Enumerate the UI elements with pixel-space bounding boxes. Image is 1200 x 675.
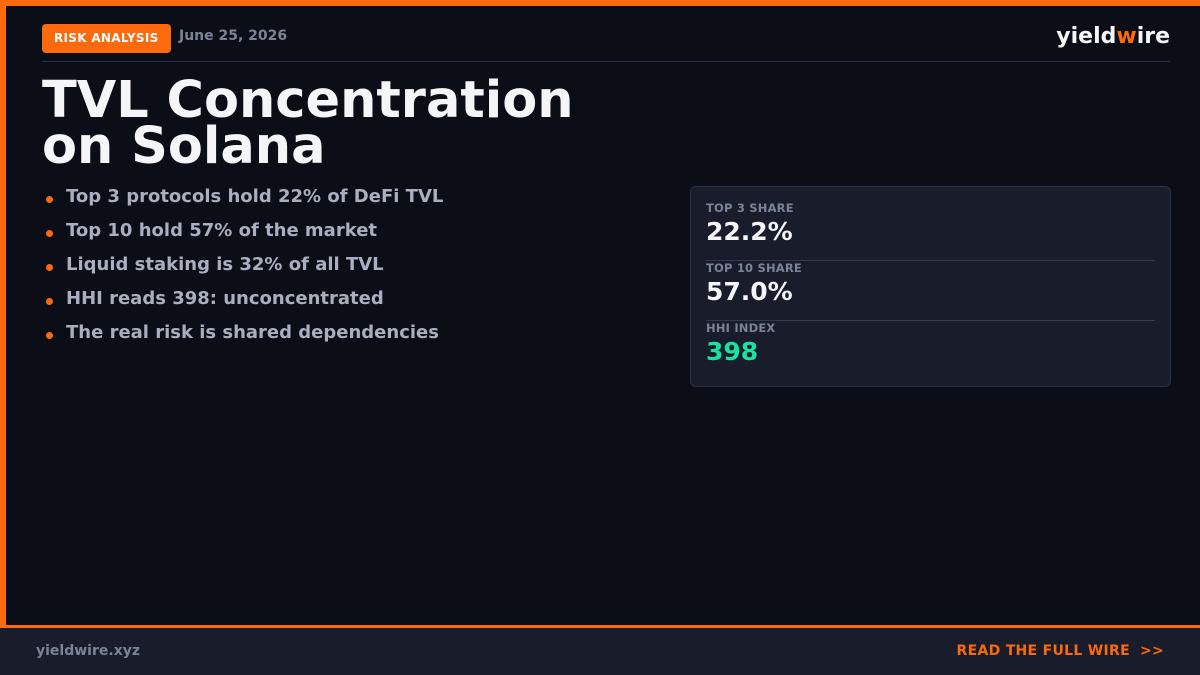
stat-label: TOP 3 SHARE (706, 201, 794, 215)
bullet-dot-icon (46, 230, 53, 237)
stat-hhi-index: HHI INDEX 398 (706, 321, 1155, 381)
stat-value: 398 (706, 337, 759, 366)
list-item-text: HHI reads 398: unconcentrated (66, 288, 384, 309)
stat-value: 22.2% (706, 217, 793, 246)
bullet-dot-icon (46, 332, 53, 339)
brand-accent: w (1116, 24, 1137, 49)
list-item-text: The real risk is shared dependencies (66, 322, 439, 343)
stat-label: HHI INDEX (706, 321, 776, 335)
stat-top10-share: TOP 10 SHARE 57.0% (706, 261, 1155, 321)
title-line-2: on Solana (42, 117, 326, 176)
list-item: HHI reads 398: unconcentrated (42, 288, 443, 322)
cta-label: READ THE FULL WIRE (956, 643, 1130, 659)
stat-label: TOP 10 SHARE (706, 261, 802, 275)
brand-logo[interactable]: yieldwire (1056, 24, 1170, 49)
page-title: TVL Concentration on Solana (42, 75, 662, 172)
stat-top3-share: TOP 3 SHARE 22.2% (706, 201, 1155, 261)
list-item-text: Top 3 protocols hold 22% of DeFi TVL (66, 186, 444, 207)
bullet-dot-icon (46, 298, 53, 305)
brand-suffix: ire (1136, 24, 1170, 49)
list-item: Liquid staking is 32% of all TVL (42, 254, 443, 288)
list-item-text: Top 10 hold 57% of the market (66, 220, 378, 241)
stats-panel: TOP 3 SHARE 22.2% TOP 10 SHARE 57.0% HHI… (690, 186, 1171, 387)
category-badge: RISK ANALYSIS (42, 24, 171, 53)
footer-bar: yieldwire.xyz READ THE FULL WIRE >> (0, 625, 1200, 675)
stat-value: 57.0% (706, 277, 793, 306)
list-item: Top 10 hold 57% of the market (42, 220, 443, 254)
list-item: The real risk is shared dependencies (42, 322, 443, 356)
read-full-wire-link[interactable]: READ THE FULL WIRE >> (957, 643, 1164, 659)
site-url-link[interactable]: yieldwire.xyz (36, 643, 140, 659)
bullet-dot-icon (46, 264, 53, 271)
header-bar: RISK ANALYSIS June 25, 2026 yieldwire (42, 24, 1170, 62)
list-item-text: Liquid staking is 32% of all TVL (66, 254, 384, 275)
list-item: Top 3 protocols hold 22% of DeFi TVL (42, 186, 443, 220)
double-chevron-right-icon: >> (1139, 643, 1164, 659)
key-points-list: Top 3 protocols hold 22% of DeFi TVL Top… (42, 186, 443, 356)
title-line-1: TVL Concentration (42, 71, 574, 130)
publish-date: June 25, 2026 (179, 28, 288, 44)
brand-prefix: yield (1056, 24, 1117, 49)
bullet-dot-icon (46, 196, 53, 203)
